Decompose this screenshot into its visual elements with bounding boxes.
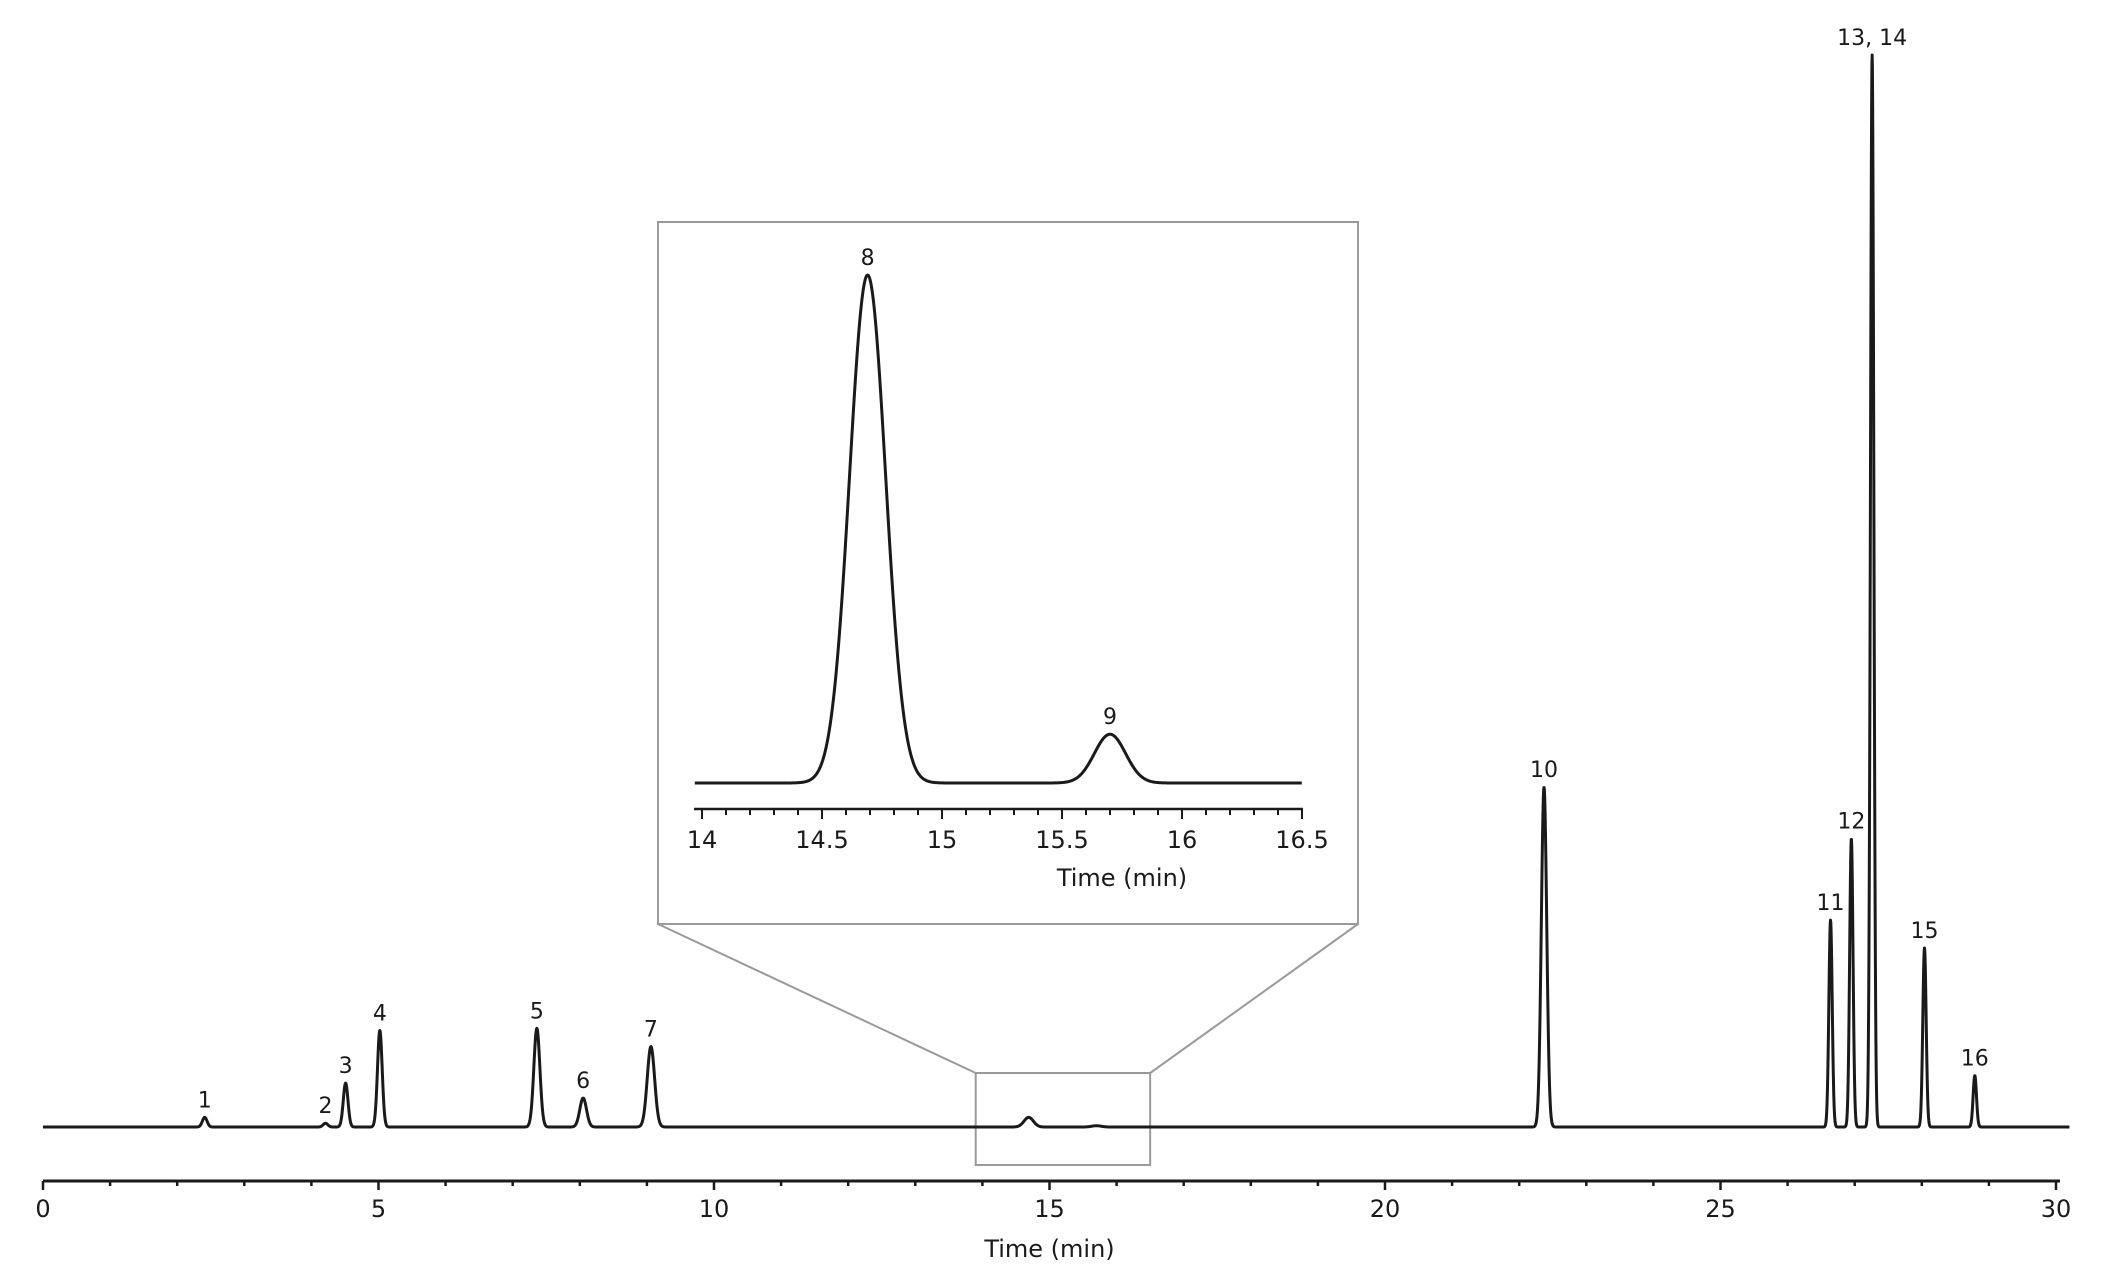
peak-label: 6 — [576, 1069, 590, 1094]
main-chromatogram-trace — [41, 53, 2071, 1129]
main-x-tick-label: 20 — [1370, 1195, 1401, 1223]
peak-label: 7 — [644, 1018, 658, 1043]
inset-x-axis: 14 14.5 15 15.5 16 16.5 — [687, 807, 1329, 854]
peak-label: 5 — [530, 999, 544, 1024]
zoom-region-box — [974, 1072, 1152, 1166]
main-x-axis-label: Time (min) — [983, 1235, 1114, 1263]
peak-label: 1 — [198, 1088, 212, 1113]
inset-peak-labels: 89 — [861, 246, 1117, 730]
inset-frame — [657, 221, 1359, 925]
peak-label: 2 — [318, 1094, 332, 1119]
peak-label: 10 — [1530, 758, 1558, 783]
peak-label: 13, 14 — [1837, 26, 1907, 51]
main-x-tick-label: 25 — [1705, 1195, 1736, 1223]
inset-x-tick-label: 14 — [687, 826, 718, 854]
inset-peak-label: 9 — [1103, 705, 1117, 730]
inset-x-tick-label: 15 — [927, 826, 958, 854]
main-x-tick-label: 0 — [35, 1195, 50, 1223]
main-x-tick-label: 15 — [1034, 1195, 1065, 1223]
inset-x-tick-label: 14.5 — [795, 826, 848, 854]
inset-x-axis-label: Time (min) — [1056, 864, 1187, 892]
peak-label: 11 — [1817, 891, 1845, 916]
peak-label: 4 — [373, 1002, 387, 1027]
main-x-tick-label: 5 — [371, 1195, 386, 1223]
peak-label: 16 — [1961, 1047, 1989, 1072]
zoom-connector-lines — [657, 923, 1359, 1074]
main-x-tick-label: 10 — [699, 1195, 730, 1223]
main-x-tick-label: 30 — [2041, 1195, 2072, 1223]
inset-x-tick-label: 16 — [1167, 826, 1198, 854]
main-x-axis: 0 5 10 15 20 25 30 — [35, 1179, 2072, 1223]
inset-peak-label: 8 — [861, 246, 875, 271]
peak-label: 3 — [339, 1054, 353, 1079]
peak-label: 12 — [1837, 810, 1865, 835]
inset-x-tick-label: 15.5 — [1035, 826, 1088, 854]
peak-label: 15 — [1910, 919, 1938, 944]
inset-chromatogram-trace — [694, 273, 1303, 785]
inset-x-tick-label: 16.5 — [1275, 826, 1328, 854]
